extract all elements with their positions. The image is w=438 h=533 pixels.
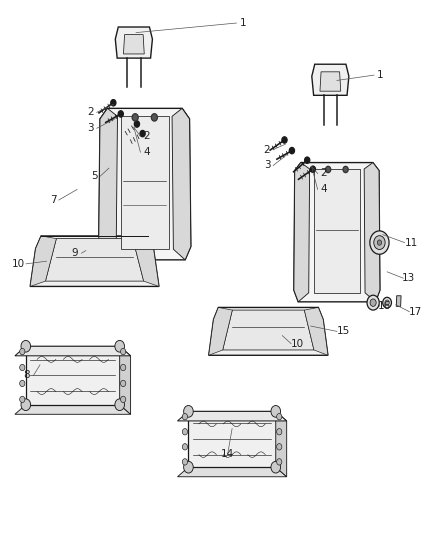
Circle shape (184, 406, 193, 417)
Circle shape (370, 299, 376, 306)
Polygon shape (99, 108, 117, 260)
Text: 10: 10 (11, 259, 25, 269)
Polygon shape (320, 72, 341, 91)
Circle shape (310, 166, 315, 172)
Circle shape (277, 443, 282, 450)
Circle shape (377, 240, 381, 245)
Circle shape (120, 365, 126, 370)
Circle shape (115, 399, 124, 410)
Circle shape (115, 341, 124, 352)
Circle shape (374, 236, 385, 249)
Polygon shape (223, 310, 314, 350)
Polygon shape (209, 308, 232, 356)
Circle shape (111, 100, 116, 106)
Circle shape (182, 429, 187, 435)
Circle shape (385, 300, 389, 305)
Circle shape (271, 406, 281, 417)
Polygon shape (188, 411, 276, 467)
Polygon shape (26, 346, 120, 405)
Circle shape (184, 462, 193, 473)
Polygon shape (177, 467, 287, 477)
Polygon shape (177, 411, 287, 421)
Circle shape (343, 166, 348, 173)
Polygon shape (364, 163, 380, 302)
Text: 8: 8 (24, 370, 30, 381)
Polygon shape (304, 308, 328, 356)
Polygon shape (312, 64, 349, 95)
Circle shape (383, 297, 392, 308)
Circle shape (140, 131, 145, 137)
Circle shape (120, 396, 126, 402)
Polygon shape (396, 296, 401, 306)
Polygon shape (294, 163, 310, 302)
Circle shape (282, 137, 287, 143)
Polygon shape (124, 35, 144, 54)
Text: 4: 4 (144, 147, 150, 157)
Polygon shape (46, 239, 144, 281)
Text: 7: 7 (50, 195, 57, 205)
Polygon shape (15, 405, 131, 414)
Polygon shape (30, 236, 57, 286)
Circle shape (21, 399, 31, 410)
Text: 17: 17 (409, 306, 422, 317)
Circle shape (271, 462, 281, 473)
Circle shape (118, 111, 124, 117)
Circle shape (132, 114, 138, 121)
Text: 2: 2 (321, 168, 327, 179)
Circle shape (20, 380, 25, 386)
Circle shape (182, 414, 187, 420)
Polygon shape (294, 163, 380, 302)
Text: 3: 3 (264, 160, 270, 171)
Text: 1: 1 (240, 18, 246, 28)
Circle shape (21, 341, 31, 352)
Text: 2: 2 (264, 144, 270, 155)
Circle shape (325, 166, 331, 173)
Circle shape (182, 443, 187, 450)
Circle shape (289, 148, 294, 154)
Polygon shape (30, 236, 159, 286)
Text: 1: 1 (377, 70, 384, 80)
Circle shape (20, 396, 25, 402)
Text: 13: 13 (402, 273, 416, 283)
Circle shape (134, 121, 140, 127)
Circle shape (20, 365, 25, 370)
Circle shape (20, 349, 25, 355)
Polygon shape (172, 108, 191, 260)
Circle shape (120, 380, 126, 386)
Polygon shape (99, 108, 191, 260)
Polygon shape (121, 116, 169, 249)
Polygon shape (209, 308, 328, 356)
Circle shape (277, 459, 282, 465)
Text: 3: 3 (87, 123, 93, 133)
Polygon shape (314, 169, 360, 293)
Circle shape (120, 349, 126, 355)
Circle shape (304, 157, 310, 164)
Circle shape (151, 114, 157, 121)
Text: 16: 16 (378, 301, 392, 311)
Polygon shape (15, 346, 131, 356)
Text: 14: 14 (221, 449, 234, 458)
Polygon shape (133, 236, 159, 286)
Text: 2: 2 (144, 131, 150, 141)
Circle shape (367, 295, 379, 310)
Text: 11: 11 (404, 238, 418, 247)
Circle shape (277, 414, 282, 420)
Circle shape (277, 429, 282, 435)
Text: 10: 10 (291, 338, 304, 349)
Polygon shape (276, 411, 287, 477)
Text: 4: 4 (321, 184, 327, 195)
Text: 2: 2 (87, 107, 93, 117)
Text: 15: 15 (337, 326, 350, 336)
Circle shape (370, 231, 389, 254)
Text: 5: 5 (91, 171, 98, 181)
Polygon shape (120, 346, 131, 414)
Circle shape (182, 459, 187, 465)
Text: 9: 9 (71, 248, 78, 258)
Polygon shape (115, 27, 152, 58)
